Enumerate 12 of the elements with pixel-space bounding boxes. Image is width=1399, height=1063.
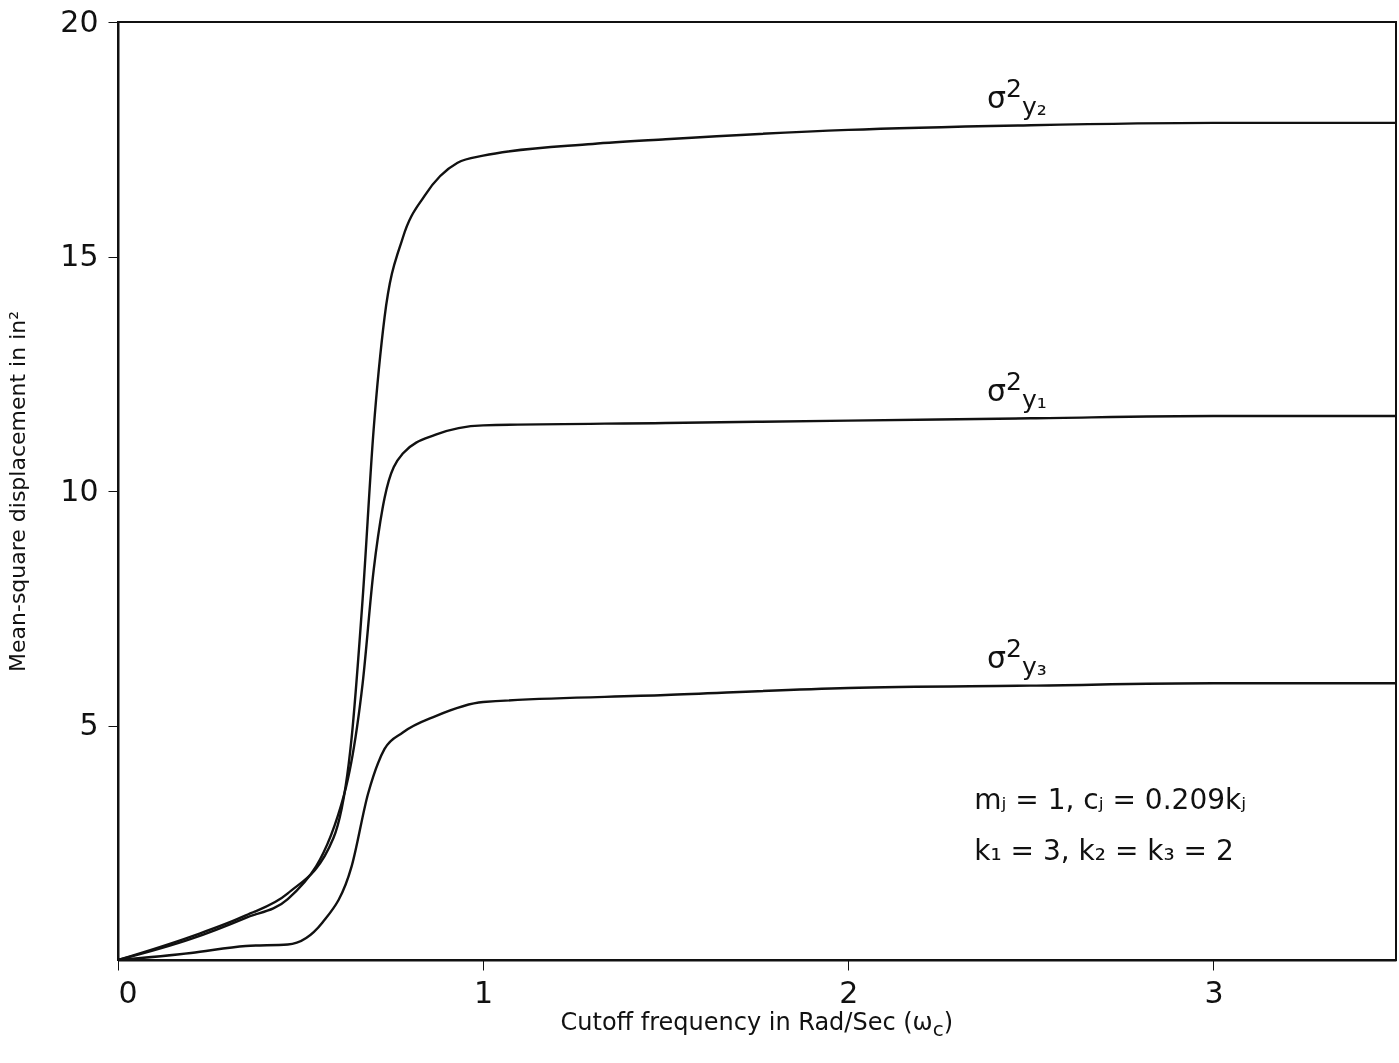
y-tick-label: 10 (60, 472, 99, 508)
annotation: k₁ = 3, k₂ = k₃ = 2 (974, 834, 1234, 868)
y-tick-label: 15 (60, 238, 99, 273)
x-tick-label: 2 (839, 974, 859, 1010)
annotation: mⱼ = 1, cⱼ = 0.209kⱼ (974, 782, 1247, 816)
y-tick-label: 5 (79, 707, 99, 742)
x-axis-title: Cutoff frequency in Rad/Sec (ω$_{c}$) (560, 1008, 954, 1041)
y-axis-title: Mean-square displacement in in² (5, 310, 31, 673)
x-tick-label: 0 (118, 974, 138, 1010)
y-tick-label: 20 (60, 3, 99, 39)
x-tick-label: 3 (1204, 974, 1224, 1010)
x-tick-label: 1 (474, 974, 494, 1010)
